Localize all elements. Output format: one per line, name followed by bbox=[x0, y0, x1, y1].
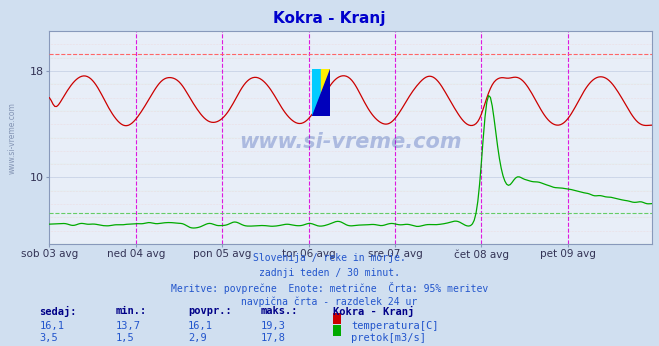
Text: 17,8: 17,8 bbox=[260, 333, 285, 343]
Bar bbox=[312, 70, 321, 116]
Text: pretok[m3/s]: pretok[m3/s] bbox=[351, 333, 426, 343]
Text: www.si-vreme.com: www.si-vreme.com bbox=[8, 102, 17, 174]
Text: Kokra - Kranj: Kokra - Kranj bbox=[333, 306, 414, 317]
Bar bbox=[321, 70, 330, 116]
Text: navpična črta - razdelek 24 ur: navpična črta - razdelek 24 ur bbox=[241, 297, 418, 307]
Text: 16,1: 16,1 bbox=[40, 321, 65, 331]
Text: temperatura[C]: temperatura[C] bbox=[351, 321, 439, 331]
Text: zadnji teden / 30 minut.: zadnji teden / 30 minut. bbox=[259, 268, 400, 278]
Text: 16,1: 16,1 bbox=[188, 321, 213, 331]
Text: Kokra - Kranj: Kokra - Kranj bbox=[273, 11, 386, 26]
Text: povpr.:: povpr.: bbox=[188, 306, 231, 316]
Text: 3,5: 3,5 bbox=[40, 333, 58, 343]
Text: Meritve: povprečne  Enote: metrične  Črta: 95% meritev: Meritve: povprečne Enote: metrične Črta:… bbox=[171, 282, 488, 294]
Text: sedaj:: sedaj: bbox=[40, 306, 77, 317]
Text: Slovenija / reke in morje.: Slovenija / reke in morje. bbox=[253, 253, 406, 263]
Text: 13,7: 13,7 bbox=[115, 321, 140, 331]
Text: 2,9: 2,9 bbox=[188, 333, 206, 343]
Text: min.:: min.: bbox=[115, 306, 146, 316]
Text: maks.:: maks.: bbox=[260, 306, 298, 316]
Text: www.si-vreme.com: www.si-vreme.com bbox=[240, 132, 462, 152]
Polygon shape bbox=[312, 70, 330, 116]
Text: 19,3: 19,3 bbox=[260, 321, 285, 331]
Text: 1,5: 1,5 bbox=[115, 333, 134, 343]
